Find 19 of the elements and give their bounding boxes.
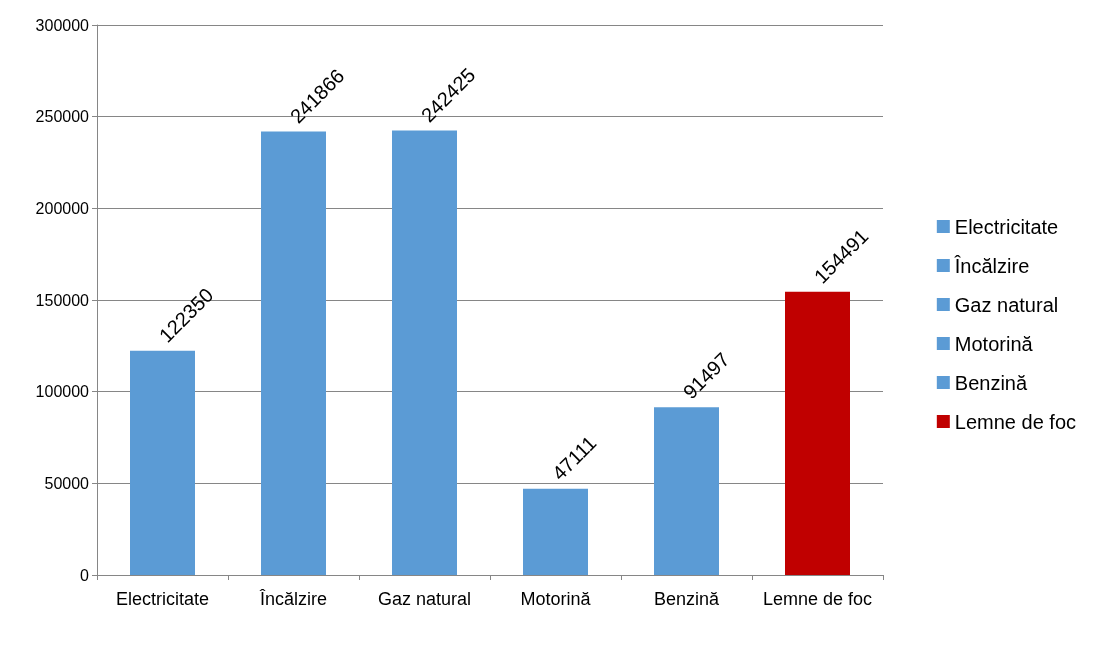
- x-tick-label: Electricitate: [115, 589, 210, 609]
- x-tick-label: Benzină: [653, 589, 721, 609]
- y-tick-label: 300000: [35, 16, 90, 34]
- legend-label: Benzină: [954, 371, 1028, 394]
- x-tick-label: Gaz natural: [377, 589, 472, 609]
- y-tick-label: 250000: [35, 108, 90, 126]
- y-tick-label: 0: [80, 566, 90, 584]
- legend-label: Lemne de foc: [954, 410, 1077, 433]
- x-tick-label: Lemne de foc: [762, 589, 873, 609]
- x-tick-label: Motorină: [520, 589, 592, 609]
- legend-label: Gaz natural: [954, 293, 1059, 316]
- x-tick-label: Încălzire: [258, 589, 328, 609]
- legend-label: Încălzire: [953, 254, 1030, 277]
- y-tick-label: 100000: [35, 383, 90, 401]
- legend-label: Electricitate: [954, 215, 1059, 238]
- y-tick-label: 200000: [35, 199, 90, 217]
- legend-label: Motorină: [954, 332, 1034, 355]
- y-tick-label: 50000: [44, 474, 90, 492]
- y-tick-label: 150000: [35, 291, 90, 309]
